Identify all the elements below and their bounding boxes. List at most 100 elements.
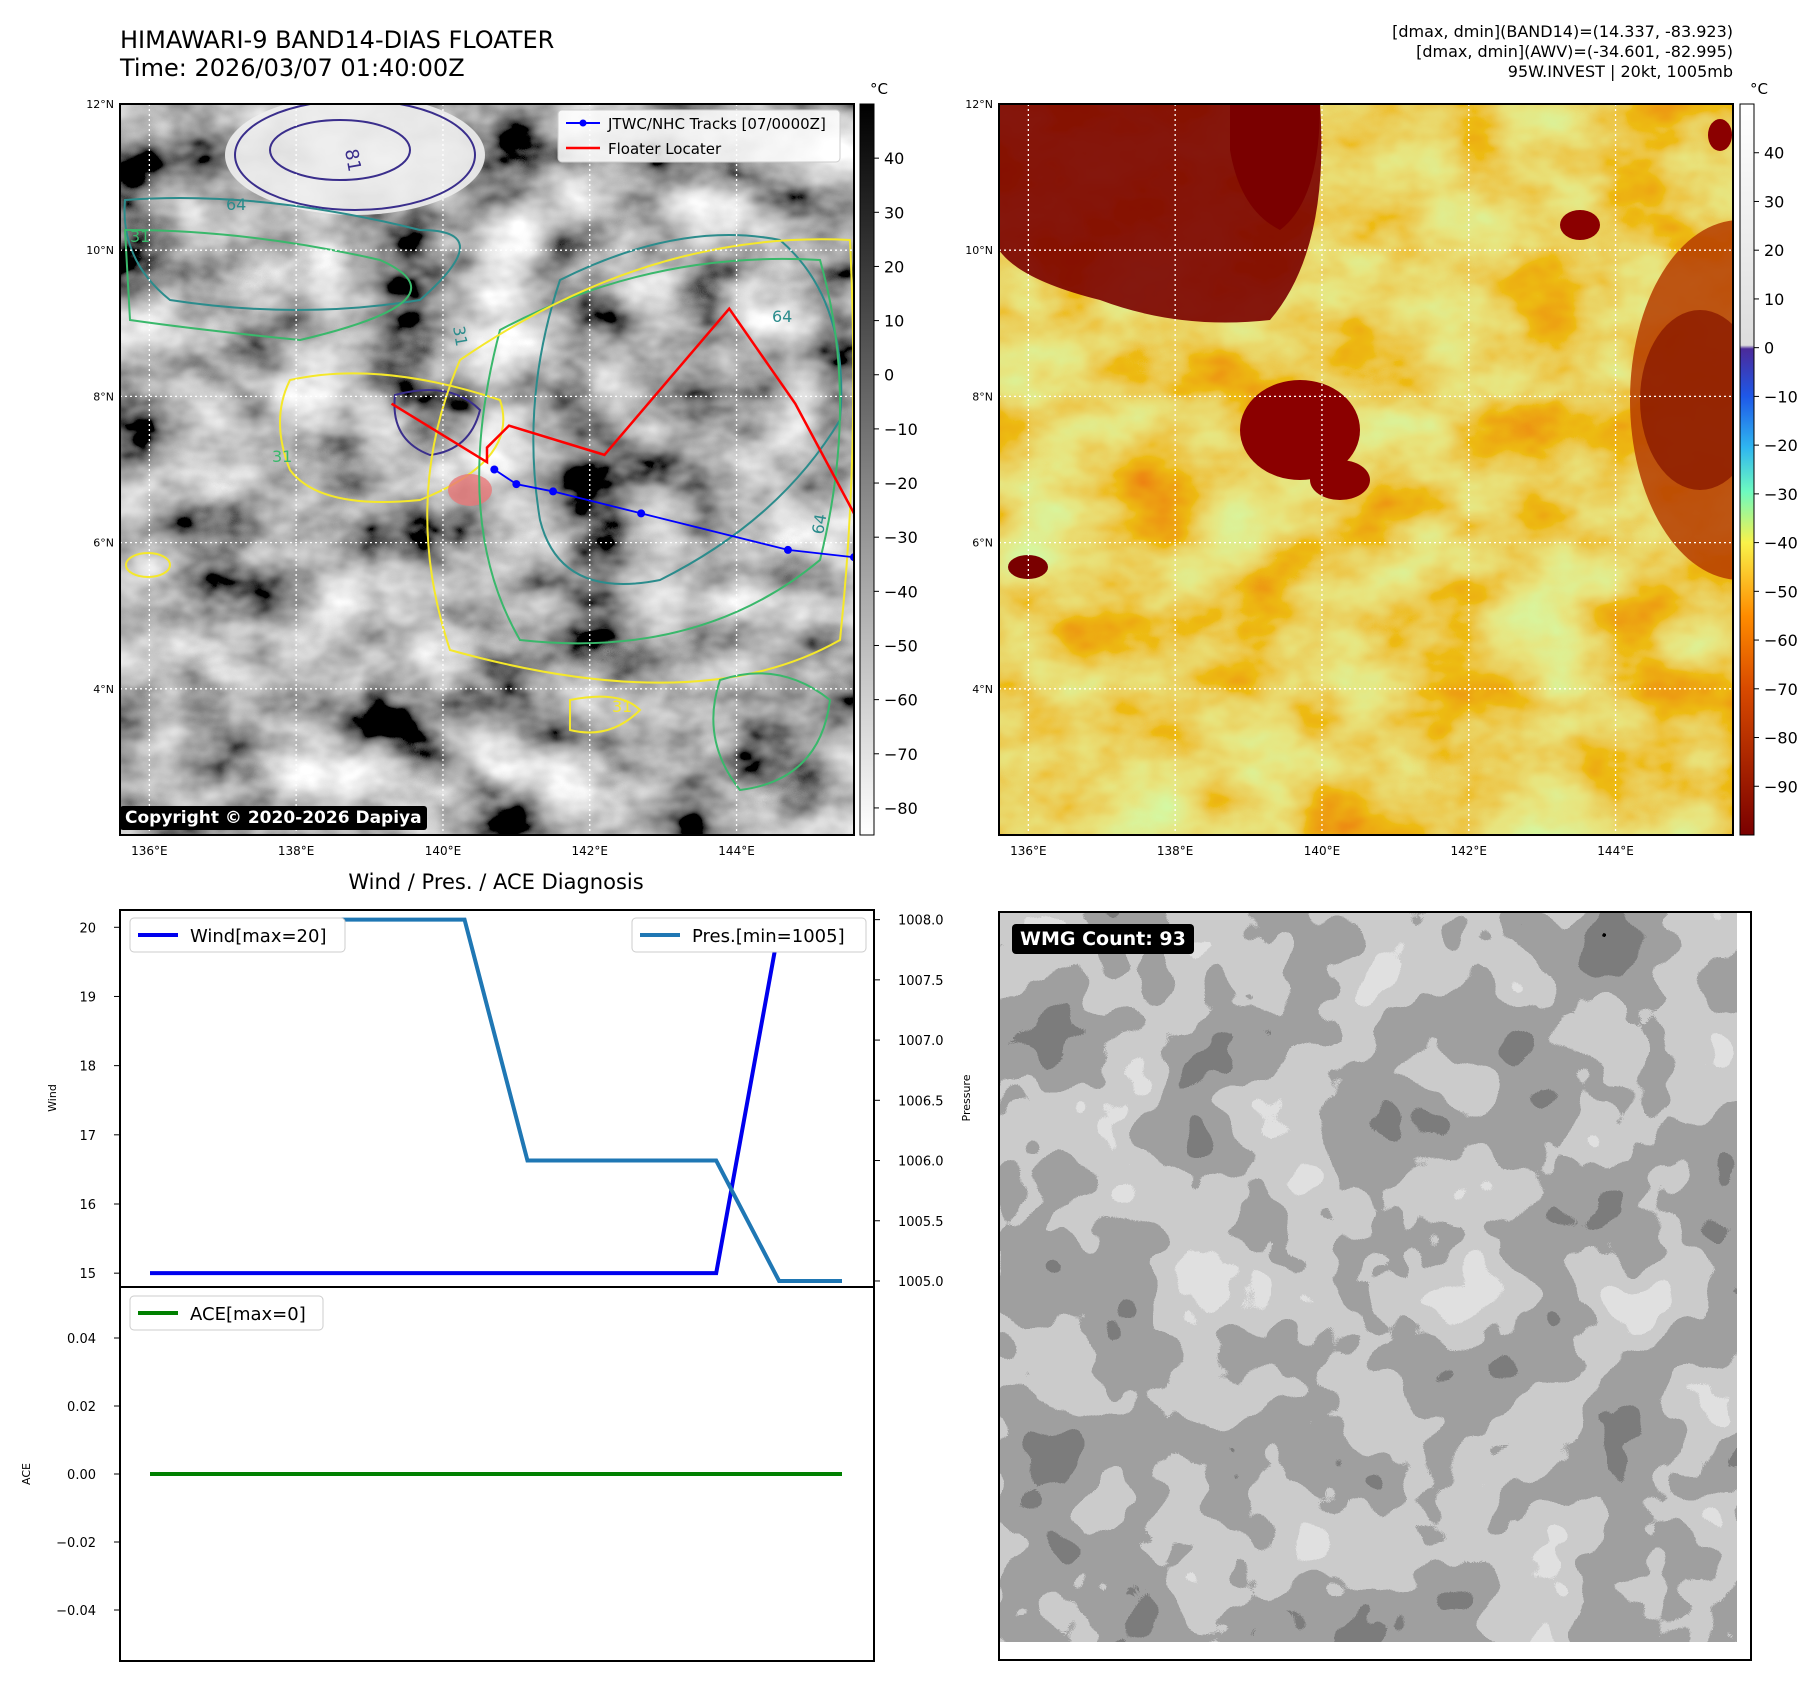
contour-64	[123, 197, 461, 311]
pressure-legend: Pres.[min=1005]	[631, 917, 867, 953]
colorbar-tick-label: −30	[884, 528, 918, 547]
floater-locater-line	[390, 306, 854, 514]
lon-tick-label: 136°E	[1010, 844, 1047, 858]
stats-line-2: [dmax, dmin](AWV)=(-34.601, -82.995)	[1416, 42, 1733, 61]
legend-track-label: JTWC/NHC Tracks [07/0000Z]	[607, 115, 826, 133]
lon-tick-label: 138°E	[1157, 844, 1194, 858]
map-panel-color: 136°E 138°E 140°E 142°E 144°E 12°N 10°N 8°N 6°N 4…	[965, 80, 1798, 858]
contour-label: 31	[612, 697, 632, 716]
map-panel-gray: 136°E 138°E 140°E 142°E 144°E 12°N 10°N 8°N 6°N 4…	[86, 80, 918, 858]
colorbar-tick-label: 40	[884, 149, 904, 168]
ace-legend-label: ACE[max=0]	[190, 1304, 306, 1325]
contour-81-inner	[269, 119, 411, 181]
pressure-tick-label: 1007.0	[898, 1034, 944, 1049]
lat-tick-label: 10°N	[965, 244, 993, 257]
colorbar-tick-label: −90	[1764, 777, 1798, 796]
gray-map-frame	[119, 103, 855, 836]
ace-tick-label: −0.04	[56, 1604, 96, 1619]
stats-line-3: 95W.INVEST | 20kt, 1005mb	[1507, 62, 1733, 81]
legend-locater-label: Floater Locater	[608, 140, 722, 158]
contour-31-yellow	[279, 372, 505, 503]
lon-tick-label: 144°E	[718, 844, 755, 858]
contour-81-center	[393, 389, 482, 457]
wmg-count-label: WMG Count: 93	[1012, 924, 1194, 954]
cold-top-east-core	[1640, 310, 1733, 490]
lat-tick-label: 8°N	[972, 390, 993, 403]
wind-tick-label: 16	[79, 1198, 96, 1213]
jtwc-track-line	[490, 465, 854, 562]
ace-tick-label: 0.04	[67, 1332, 96, 1347]
figure-title: HIMAWARI-9 BAND14-DIAS FLOATER Time: 202…	[120, 26, 554, 82]
ace-legend-box	[129, 1295, 324, 1331]
stats-block: [dmax, dmin](BAND14)=(14.337, -83.923) […	[1392, 22, 1733, 82]
colorbar-tick-label: −40	[1764, 534, 1798, 553]
cold-top-center	[1240, 380, 1360, 480]
colorbar-tick-label: 10	[884, 312, 904, 331]
wind-tick-label: 15	[79, 1267, 96, 1282]
pressure-tick-label: 1005.5	[898, 1215, 944, 1230]
ace-tick-label: 0.02	[67, 1400, 96, 1415]
track-point	[637, 509, 646, 518]
colorbar-tick-label: −80	[884, 799, 918, 818]
track-point	[783, 545, 792, 554]
wmg-panel	[998, 911, 1752, 1661]
gray-map-contours	[123, 104, 854, 792]
contour-64-east	[532, 234, 843, 585]
gray-cloud-field	[120, 104, 854, 835]
ace-axis-label: ACE	[20, 1463, 33, 1485]
pressure-legend-label: Pres.[min=1005]	[692, 926, 845, 947]
color-colorbar-ticks: 40 30 20 10 0 −10 −20 −30 −40 −50 −60 −70 −80 −90	[1754, 144, 1798, 796]
wind-legend-box	[129, 917, 346, 953]
ace-tick-label: −0.02	[56, 1536, 96, 1551]
stats-line-1: [dmax, dmin](BAND14)=(14.337, -83.923)	[1392, 22, 1733, 41]
contour-label: 64	[772, 307, 792, 326]
colorbar-tick-label: 10	[1764, 290, 1784, 309]
lat-tick-label: 4°N	[93, 683, 114, 696]
lat-tick-label: 10°N	[86, 244, 114, 257]
colorbar-tick-label: −10	[1764, 387, 1798, 406]
wind-tick-label: 18	[79, 1060, 96, 1075]
wind-axis-ticks: 20 19 18 17 16 15	[79, 921, 120, 1282]
colorbar-tick-label: −10	[884, 420, 918, 439]
colorbar-tick-label: −80	[1764, 729, 1798, 748]
lon-tick-label: 140°E	[425, 844, 462, 858]
ace-panel: 0.04 0.02 0.00 −0.02 −0.04 ACE ACE[max=0]	[20, 1286, 875, 1662]
colorbar-tick-label: 0	[884, 366, 894, 385]
lon-tick-label: 144°E	[1597, 844, 1634, 858]
lat-tick-label: 12°N	[965, 98, 993, 111]
ace-legend: ACE[max=0]	[129, 1295, 324, 1331]
lat-tick-label: 4°N	[972, 683, 993, 696]
contour-31-west	[125, 552, 171, 578]
title-line-2: Time: 2026/03/07 01:40:00Z	[120, 54, 465, 82]
colorbar-tick-label: −20	[1764, 436, 1798, 455]
color-map-ticks: 136°E 138°E 140°E 142°E 144°E 12°N 10°N 8°N 6°N 4…	[965, 98, 1634, 858]
contour-31-east-yellow	[426, 238, 854, 684]
pressure-tick-label: 1005.0	[898, 1275, 944, 1290]
legend-box	[557, 109, 841, 163]
track-path	[493, 468, 854, 559]
colorbar-tick-label: −40	[884, 582, 918, 601]
lon-tick-label: 142°E	[1451, 844, 1488, 858]
lon-tick-label: 140°E	[1304, 844, 1341, 858]
colorbar-tick-label: 20	[1764, 241, 1784, 260]
track-point	[549, 487, 558, 496]
cold-cloud-top	[225, 104, 485, 215]
legend-track-marker	[579, 119, 587, 127]
colorbar-tick-label: −60	[1764, 631, 1798, 650]
colorbar-tick-label: −20	[884, 474, 918, 493]
pressure-tick-label: 1006.5	[898, 1094, 944, 1109]
wind-axis-label: Wind	[46, 1084, 59, 1112]
wind-tick-label: 20	[79, 921, 96, 936]
copyright-label: Copyright © 2020-2026 Dapiya	[120, 806, 427, 830]
gray-map-ticks: 136°E 138°E 140°E 142°E 144°E 12°N 10°N 8°N 6°N 4…	[86, 98, 755, 858]
colorbar-tick-label: 30	[884, 203, 904, 222]
colorbar-tick-label: 40	[1764, 144, 1784, 163]
color-colorbar-unit: °C	[1750, 80, 1768, 98]
color-colorbar	[1739, 103, 1755, 836]
contour-31-south	[569, 695, 642, 734]
contour-31-east-green	[478, 257, 841, 645]
colorbar-tick-label: −50	[1764, 582, 1798, 601]
colorbar-tick-label: 0	[1764, 339, 1774, 358]
contour-label: 64	[808, 512, 830, 535]
diagnosis-title: Wind / Pres. / ACE Diagnosis	[348, 870, 643, 894]
